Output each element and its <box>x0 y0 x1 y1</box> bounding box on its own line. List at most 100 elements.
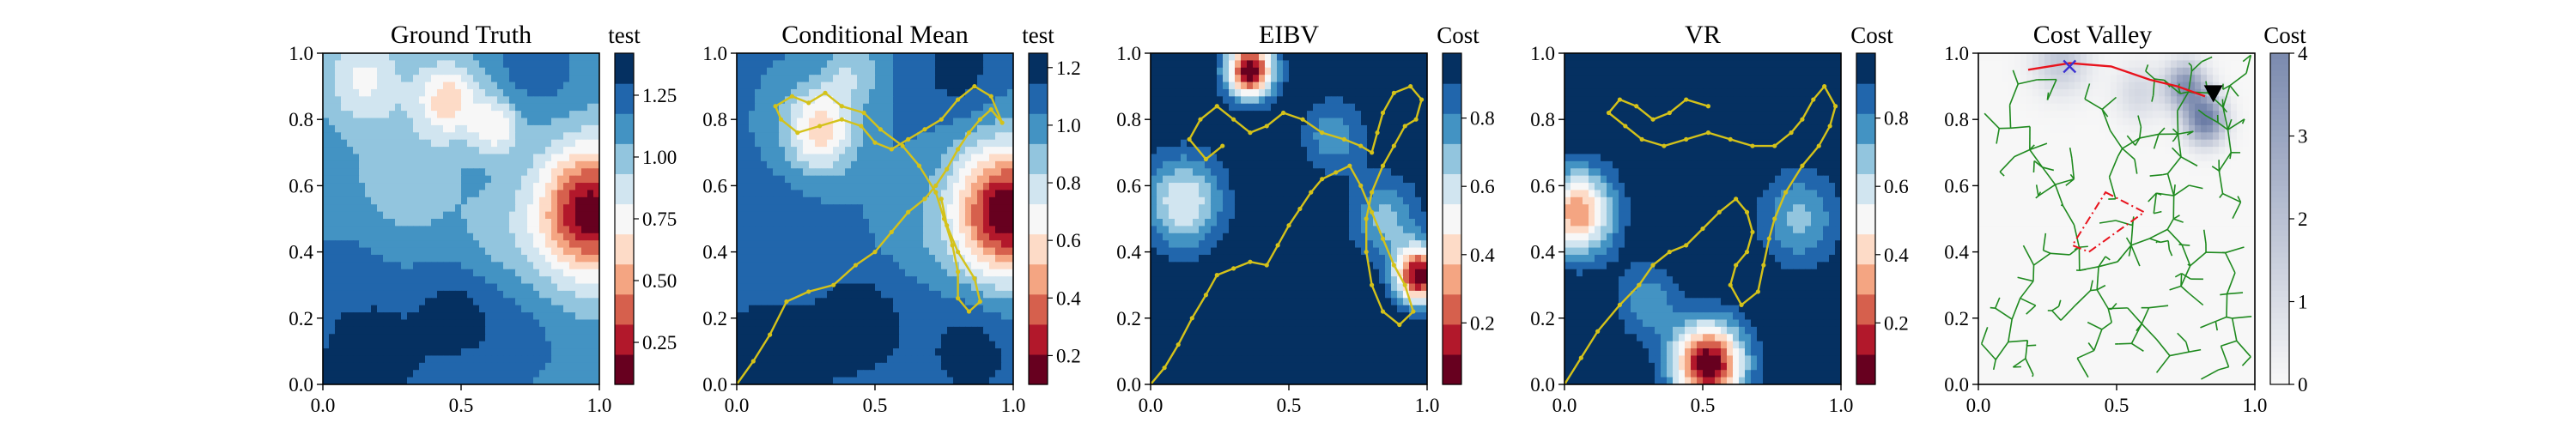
heatmap-cell <box>941 196 948 205</box>
heatmap-cell <box>587 132 594 141</box>
heatmap-cell <box>947 319 954 328</box>
heatmap-cell <box>449 312 456 321</box>
heatmap-cell <box>791 348 798 357</box>
heatmap-cell <box>935 334 942 342</box>
heatmap-cell <box>515 370 522 378</box>
heatmap-cell <box>737 175 744 184</box>
heatmap-cell <box>341 154 348 162</box>
heatmap-cell <box>767 254 774 263</box>
heatmap-cell <box>575 341 582 349</box>
heatmap-cell <box>551 75 558 83</box>
heatmap-cell <box>851 319 858 328</box>
heatmap-cell <box>965 168 972 177</box>
heatmap-cell <box>455 139 462 148</box>
heatmap-cell <box>839 190 846 198</box>
heatmap-cell <box>1295 111 1302 119</box>
heatmap-cell <box>785 175 792 184</box>
heatmap-cell <box>767 219 774 227</box>
heatmap-cell <box>1259 96 1266 105</box>
heatmap-cell <box>569 362 576 371</box>
heatmap-cell <box>473 147 480 155</box>
heatmap-cell <box>461 247 468 256</box>
heatmap-cell <box>983 348 990 357</box>
heatmap-cell <box>455 334 462 342</box>
heatmap-cell <box>881 334 888 342</box>
heatmap-cell <box>329 175 336 184</box>
heatmap-cell <box>395 196 402 205</box>
heatmap-cell <box>833 67 840 76</box>
heatmap-cell <box>347 175 354 184</box>
heatmap-cell <box>1373 88 1380 97</box>
heatmap-cell <box>875 190 882 198</box>
heatmap-cell <box>893 334 900 342</box>
heatmap-cell <box>977 254 984 263</box>
heatmap-cell <box>803 53 810 61</box>
heatmap-cell <box>845 362 852 371</box>
heatmap-cell <box>533 204 540 213</box>
heatmap-cell <box>323 168 330 177</box>
heatmap-cell <box>899 82 906 90</box>
heatmap-cell <box>539 103 546 112</box>
heatmap-cell <box>497 139 504 148</box>
path-point <box>900 143 905 148</box>
heatmap-cell <box>497 204 504 213</box>
heatmap-cell <box>1163 132 1170 141</box>
heatmap-cell <box>935 240 942 249</box>
heatmap-cell <box>323 147 330 155</box>
heatmap-cell <box>1157 60 1163 69</box>
heatmap-cell <box>809 139 816 148</box>
heatmap-cell <box>845 204 852 213</box>
heatmap-cell <box>1157 139 1163 148</box>
heatmap-cell <box>833 283 840 292</box>
heatmap-cell <box>347 196 354 205</box>
heatmap-cell <box>335 370 342 378</box>
heatmap-cell <box>413 334 420 342</box>
heatmap-cell <box>1193 82 1200 90</box>
heatmap-cell <box>893 211 900 220</box>
heatmap-cell <box>431 312 438 321</box>
heatmap-cell <box>791 196 798 205</box>
heatmap-cell <box>983 154 990 162</box>
heatmap-cell <box>401 226 408 234</box>
heatmap-cell <box>995 160 1002 169</box>
heatmap-cell <box>569 168 576 177</box>
heatmap-cell <box>527 254 534 263</box>
heatmap-cell <box>851 377 858 384</box>
heatmap-cell <box>353 204 360 213</box>
heatmap-cell <box>473 283 480 292</box>
heatmap-cell <box>1325 118 1332 126</box>
heatmap-cell <box>467 96 474 105</box>
heatmap-cell <box>491 67 498 76</box>
path-point <box>795 130 800 136</box>
heatmap-cell <box>815 103 822 112</box>
heatmap-cell <box>875 247 882 256</box>
heatmap-cell <box>323 269 330 277</box>
heatmap-cell <box>353 67 360 76</box>
heatmap-cell <box>353 247 360 256</box>
heatmap-cell <box>845 370 852 378</box>
heatmap-cell <box>1253 124 1260 133</box>
heatmap-cell <box>1217 60 1224 69</box>
heatmap-cell <box>749 298 756 306</box>
heatmap-cell <box>443 53 450 61</box>
heatmap-cell <box>911 154 918 162</box>
heatmap-cell <box>1355 67 1362 76</box>
heatmap-cell <box>1001 219 1008 227</box>
heatmap-cell <box>917 168 924 177</box>
heatmap-cell <box>743 298 750 306</box>
heatmap-cell <box>395 88 402 97</box>
heatmap-cell <box>413 254 420 263</box>
heatmap-cell <box>821 334 828 342</box>
heatmap-cell <box>779 60 786 69</box>
heatmap-cell <box>929 53 936 61</box>
heatmap-cell <box>881 377 888 384</box>
heatmap-cell <box>989 132 996 141</box>
heatmap-cell <box>353 168 360 177</box>
heatmap-cell <box>917 88 924 97</box>
heatmap-cell <box>851 82 858 90</box>
heatmap-cell <box>461 82 468 90</box>
heatmap-cell <box>359 377 366 384</box>
heatmap-cell <box>899 326 906 335</box>
heatmap-cell <box>821 204 828 213</box>
heatmap-cell <box>743 88 750 97</box>
